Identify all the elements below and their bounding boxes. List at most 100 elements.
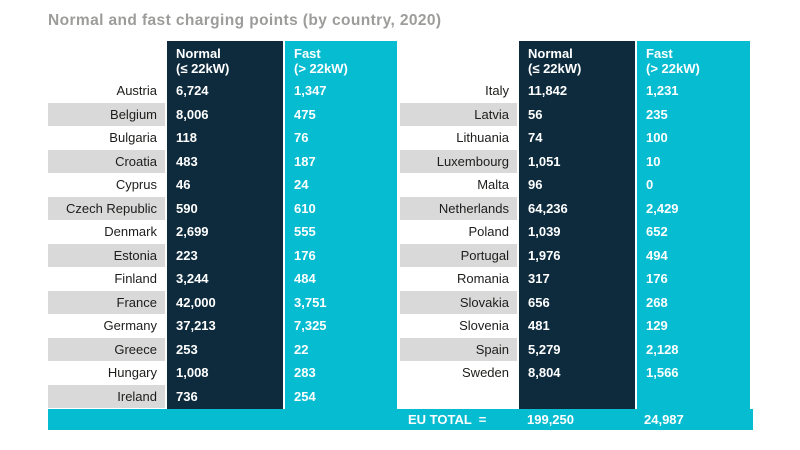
table-row: Slovenia 481 129 (400, 314, 750, 338)
fast-value: 100 (646, 130, 668, 145)
normal-value: 1,051 (528, 153, 561, 169)
country-label: Czech Republic (48, 196, 165, 220)
table-row: Malta 96 0 (400, 173, 750, 197)
normal-value: 6,724 (176, 83, 209, 98)
table-row: Bulgaria 118 76 (48, 126, 397, 150)
table-row: Luxembourg 1,051 10 (400, 149, 750, 173)
fast-column-background (285, 41, 397, 409)
eu-total-normal-value: 199,250 (527, 412, 574, 427)
country-label: Italy (485, 83, 509, 98)
country-label: Belgium (48, 102, 165, 126)
normal-column-background (167, 41, 283, 409)
fast-value: 268 (646, 294, 668, 310)
table-row: Lithuania 74 100 (400, 126, 750, 150)
fast-value: 1,231 (646, 83, 679, 98)
country-label: Romania (456, 271, 509, 286)
normal-value: 8,006 (176, 106, 209, 122)
country-label: France (48, 290, 165, 314)
table-row: Latvia 56 235 (400, 102, 750, 126)
table-rows: Italy 11,842 1,231 Latvia 56 235 Lithuania 74 10… (400, 79, 750, 385)
fast-value: 7,325 (294, 318, 327, 333)
country-label: Denmark (104, 224, 157, 239)
country-label: Luxembourg (400, 149, 517, 173)
fast-value: 76 (294, 130, 309, 145)
country-label: Cyprus (115, 177, 157, 192)
table-row: Netherlands 64,236 2,429 (400, 196, 750, 220)
normal-value: 37,213 (176, 318, 216, 333)
table-rows: Austria 6,724 1,347 Belgium 8,006 475 Bulgaria… (48, 79, 397, 408)
table-row: Ireland 736 254 (48, 384, 397, 408)
country-label: Slovakia (400, 290, 517, 314)
column-header-normal: Normal (≤ 22kW) (528, 46, 582, 76)
country-label: Finland (114, 271, 157, 286)
country-label: Germany (103, 318, 157, 333)
country-label: Portugal (400, 243, 517, 267)
table-row: Belgium 8,006 475 (48, 102, 397, 126)
country-label: Sweden (462, 365, 509, 380)
table-row: Czech Republic 590 610 (48, 196, 397, 220)
fast-value: 3,751 (294, 294, 327, 310)
fast-value: 555 (294, 224, 316, 239)
table-row: Denmark 2,699 555 (48, 220, 397, 244)
column-header-fast: Fast (> 22kW) (294, 46, 348, 76)
normal-value: 736 (176, 388, 198, 404)
country-label: Hungary (107, 365, 157, 380)
table-row: Croatia 483 187 (48, 149, 397, 173)
table-row: Greece 253 22 (48, 337, 397, 361)
table-row: Estonia 223 176 (48, 243, 397, 267)
fast-value: 475 (294, 106, 316, 122)
fast-value: 10 (646, 153, 661, 169)
country-label: Greece (48, 337, 165, 361)
normal-value: 483 (176, 153, 198, 169)
normal-value: 223 (176, 247, 198, 263)
normal-value: 118 (176, 130, 197, 145)
eu-total-band: EU TOTAL = 199,250 24,987 (48, 409, 753, 430)
table-row: Finland 3,244 484 (48, 267, 397, 291)
normal-value: 253 (176, 341, 198, 357)
fast-value: 235 (646, 106, 668, 122)
country-label: Austria (116, 83, 157, 98)
fast-value: 24 (294, 177, 309, 192)
fast-value: 610 (294, 200, 316, 216)
table-row: Spain 5,279 2,128 (400, 337, 750, 361)
normal-value: 11,842 (528, 83, 568, 98)
fast-value: 129 (646, 318, 668, 333)
normal-value: 46 (176, 177, 191, 192)
fast-value: 1,347 (294, 83, 327, 98)
country-label: Poland (468, 224, 509, 239)
normal-value: 8,804 (528, 365, 561, 380)
fast-value: 176 (294, 247, 316, 263)
country-label: Ireland (48, 384, 165, 408)
normal-value: 56 (528, 106, 543, 122)
fast-value: 22 (294, 341, 309, 357)
fast-value: 283 (294, 365, 316, 380)
country-label: Spain (400, 337, 517, 361)
table-row: Sweden 8,804 1,566 (400, 361, 750, 385)
country-label: Lithuania (456, 130, 509, 145)
table-row: Hungary 1,008 283 (48, 361, 397, 385)
table-row: Romania 317 176 (400, 267, 750, 291)
fast-value: 652 (646, 224, 668, 239)
normal-value: 64,236 (528, 200, 568, 216)
normal-value: 590 (176, 200, 198, 216)
fast-value: 176 (646, 271, 668, 286)
table-row: Austria 6,724 1,347 (48, 79, 397, 103)
country-label: Netherlands (400, 196, 517, 220)
normal-value: 96 (528, 177, 543, 192)
fast-value: 254 (294, 388, 316, 404)
fast-value: 1,566 (646, 365, 679, 380)
normal-value: 1,008 (176, 365, 209, 380)
fast-value: 494 (646, 247, 668, 263)
normal-column-background (519, 41, 635, 409)
normal-value: 3,244 (176, 271, 209, 286)
normal-value: 317 (528, 271, 550, 286)
country-label: Malta (477, 177, 509, 192)
page-title: Normal and fast charging points (by coun… (48, 12, 442, 29)
table-row: Slovakia 656 268 (400, 290, 750, 314)
column-header-fast: Fast (> 22kW) (646, 46, 700, 76)
fast-value: 484 (294, 271, 316, 286)
normal-value: 481 (528, 318, 550, 333)
table-row: Poland 1,039 652 (400, 220, 750, 244)
normal-value: 5,279 (528, 341, 561, 357)
table-row: France 42,000 3,751 (48, 290, 397, 314)
